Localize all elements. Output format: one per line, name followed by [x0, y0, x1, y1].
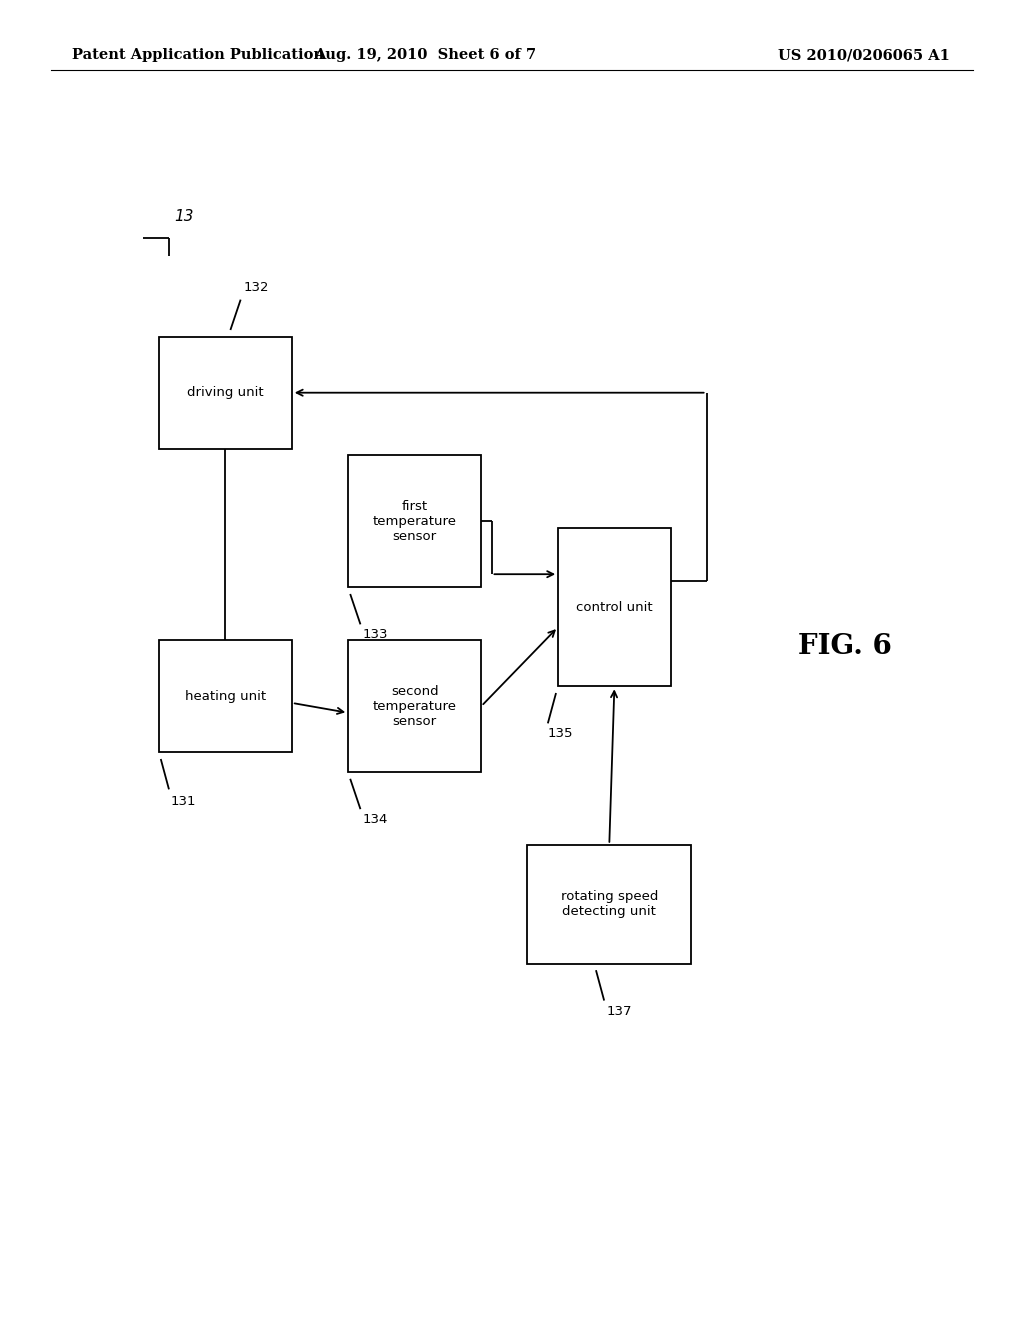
FancyBboxPatch shape: [159, 337, 292, 449]
Text: Patent Application Publication: Patent Application Publication: [72, 49, 324, 62]
Text: 132: 132: [244, 281, 269, 294]
Text: 13: 13: [174, 210, 194, 224]
Text: 135: 135: [548, 727, 573, 741]
Text: second
temperature
sensor: second temperature sensor: [373, 685, 457, 727]
FancyBboxPatch shape: [348, 640, 481, 772]
FancyBboxPatch shape: [348, 455, 481, 587]
Text: heating unit: heating unit: [184, 690, 266, 702]
Text: control unit: control unit: [577, 601, 652, 614]
Text: first
temperature
sensor: first temperature sensor: [373, 500, 457, 543]
Text: 134: 134: [362, 813, 388, 826]
Text: driving unit: driving unit: [187, 387, 263, 399]
Text: 137: 137: [606, 1005, 632, 1018]
Text: 131: 131: [171, 795, 197, 808]
Text: Aug. 19, 2010  Sheet 6 of 7: Aug. 19, 2010 Sheet 6 of 7: [314, 49, 536, 62]
FancyBboxPatch shape: [527, 845, 691, 964]
Text: US 2010/0206065 A1: US 2010/0206065 A1: [778, 49, 950, 62]
FancyBboxPatch shape: [159, 640, 292, 752]
FancyBboxPatch shape: [558, 528, 671, 686]
Text: FIG. 6: FIG. 6: [798, 634, 892, 660]
Text: 133: 133: [362, 628, 388, 642]
Text: rotating speed
detecting unit: rotating speed detecting unit: [560, 890, 658, 919]
